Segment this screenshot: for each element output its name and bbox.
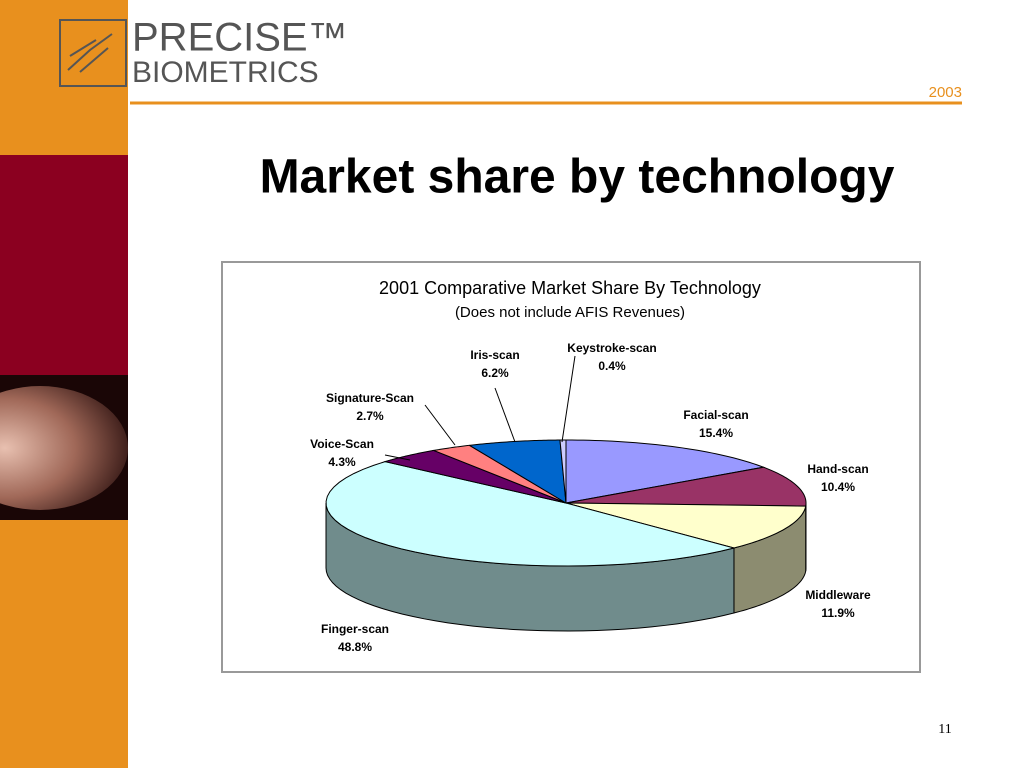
slice-value-label: 48.8% [338,640,372,654]
slice [325,461,735,567]
leader-line [384,454,411,461]
leader-line [561,355,576,443]
leader-line [494,387,516,443]
year: 2003 [929,84,962,101]
slice [565,439,766,504]
slice-value-label: 6.2% [481,366,509,380]
slice-value-label: 10.4% [821,480,855,494]
logo-hand [67,33,113,73]
slice-value-label: 2.7% [356,409,384,423]
logo-bottom: BIOMETRICS [132,56,319,89]
slice [431,444,567,504]
side-block [0,155,128,375]
fingertip [0,386,128,510]
slice-value-label: 11.9% [821,606,855,620]
slice-value-label: 0.4% [598,359,626,373]
chart-subtitle: (Does not include AFIS Revenues) [455,304,685,321]
slice [565,502,807,549]
slice [383,449,567,504]
slice-label: Middleware [805,588,871,602]
slice [559,439,567,504]
logo-box [59,19,127,87]
slice-label: Finger-scan [321,622,389,636]
slice [467,439,567,504]
pie [325,439,807,632]
chart-title: 2001 Comparative Market Share By Technol… [379,278,761,298]
logo-top: PRECISE™ [132,16,348,60]
slice-label: Signature-Scan [326,391,414,405]
slice-value-label: 15.4% [699,426,733,440]
slice-label: Hand-scan [807,462,868,476]
page-number: 11 [938,722,951,737]
leader-line [424,404,456,446]
slice-label: Iris-scan [470,348,519,362]
slice-label: Voice-Scan [310,437,374,451]
slice [565,466,807,507]
slice-label: Keystroke-scan [567,341,656,355]
slide-title: Market share by technology [260,151,895,204]
slice-label: Facial-scan [683,408,748,422]
slice-value-label: 4.3% [328,455,356,469]
